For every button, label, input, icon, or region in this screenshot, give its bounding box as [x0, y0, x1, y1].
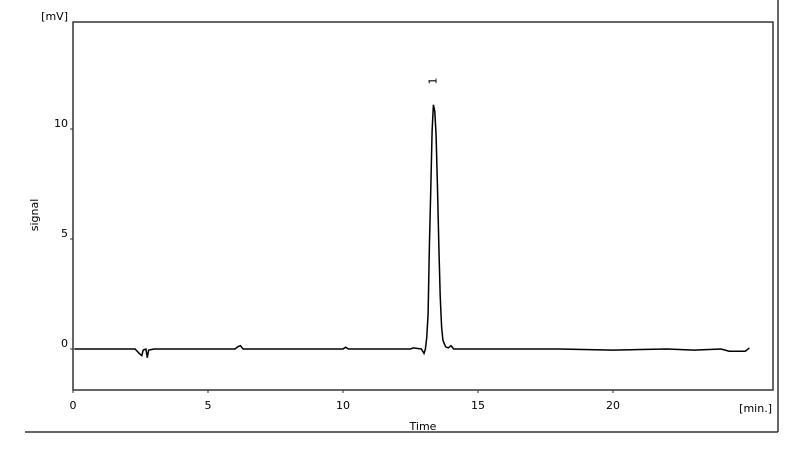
plot-area [72, 21, 774, 391]
peak-labels: 1 [426, 78, 439, 85]
x-tick-label: 15 [471, 399, 485, 412]
y-tick-label: 10 [54, 117, 68, 130]
y-tick-label: 5 [61, 227, 68, 240]
x-axis-label: Time [409, 420, 437, 433]
x-tick-label: 5 [205, 399, 212, 412]
x-unit-label: [min.] [739, 402, 772, 415]
y-axis-ticks: 0 5 10 [54, 117, 73, 350]
peak-label: 1 [426, 78, 439, 85]
signal-trace [74, 104, 750, 358]
y-unit-label: [mV] [41, 10, 68, 23]
x-axis-ticks: 0 5 10 15 20 [70, 390, 620, 412]
x-tick-label: 0 [70, 399, 77, 412]
y-tick-label: 0 [61, 337, 68, 350]
x-tick-label: 20 [606, 399, 620, 412]
x-tick-label: 10 [336, 399, 350, 412]
y-axis-label: signal [28, 199, 41, 232]
